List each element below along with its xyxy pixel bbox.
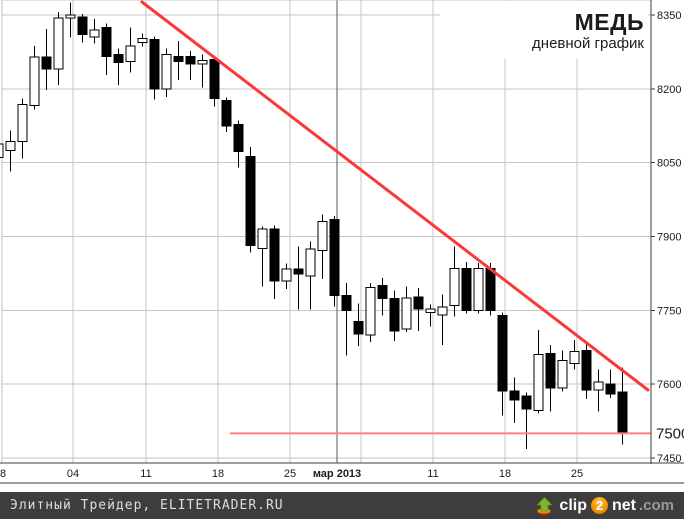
candle-down [353, 321, 364, 335]
upload-arrow-icon [536, 496, 554, 515]
y-axis-label: 8350 [657, 10, 681, 22]
candle-up [197, 59, 208, 65]
candle-up [425, 308, 436, 313]
candle-down [233, 123, 244, 152]
candle-up [0, 143, 4, 159]
candle-up [89, 29, 100, 38]
x-axis-label: 04 [67, 468, 79, 480]
x-axis-label: мар 2013 [313, 468, 361, 480]
candle-down [509, 390, 520, 401]
candle-down [293, 268, 304, 275]
candle-down [245, 155, 256, 246]
candle-up [533, 354, 544, 412]
candle-up [593, 381, 604, 391]
candle-up [569, 351, 580, 364]
candle-down [101, 26, 112, 57]
credit-text: Элитный Трейдер, ELITETRADER.RU [10, 498, 284, 513]
chart-subtitle: дневной график [532, 35, 644, 52]
candle-down [329, 218, 340, 297]
candle-down [461, 267, 472, 311]
candle-up [317, 221, 328, 251]
candle-up [473, 267, 484, 311]
candle-down [521, 395, 532, 410]
candle-down [545, 353, 556, 389]
x-axis-label: 25 [571, 468, 583, 480]
candle-up [257, 228, 268, 249]
chart-title-block: МЕДЬ дневной график [440, 1, 648, 59]
candle-up [137, 38, 148, 44]
candle-down [185, 55, 196, 65]
y-axis-label: 8050 [657, 158, 681, 170]
candle-down [605, 383, 616, 395]
x-axis-label: 11 [427, 468, 438, 480]
x-axis-label: 18 [499, 468, 511, 480]
candle-down [77, 16, 88, 36]
candle-down [173, 55, 184, 62]
candle-up [305, 248, 316, 277]
candle-up [449, 267, 460, 306]
x-axis-label: 18 [212, 468, 224, 480]
x-axis-label: 8 [0, 468, 6, 480]
candle-down [497, 314, 508, 392]
candle-down [113, 53, 124, 63]
logo-text-clip: clip [559, 497, 587, 514]
candle-down [617, 391, 628, 433]
candle-up [365, 287, 376, 336]
y-axis-label: 7750 [657, 305, 681, 317]
x-axis-label: 11 [140, 468, 151, 480]
candle-up [281, 268, 292, 282]
candle-up [557, 360, 568, 389]
logo-text-net: net [611, 497, 636, 514]
support-level-label: 7500 [656, 425, 684, 442]
candle-up [29, 56, 40, 107]
candle-down [389, 298, 400, 332]
candle-up [5, 141, 16, 151]
y-axis-label: 7900 [657, 232, 681, 244]
candle-down [485, 267, 496, 311]
candle-up [401, 297, 412, 330]
footer-bar: Элитный Трейдер, ELITETRADER.RU clip 2 n… [0, 492, 684, 519]
y-axis-label: 7600 [657, 379, 681, 391]
candlestick-canvas: 8350 8200 8050 7900 7750 7600 7450 7500 8 04 11 18 2… [0, 0, 684, 484]
logo-badge-2: 2 [590, 497, 608, 514]
y-axis-label: 8200 [657, 84, 681, 96]
y-axis-label: 7450 [657, 453, 681, 465]
candle-down [341, 295, 352, 311]
logo-text-dotcom: .com [638, 497, 674, 514]
candle-down [221, 100, 232, 127]
candle-up [437, 306, 448, 316]
candle-down [413, 296, 424, 310]
candle-up [161, 53, 172, 90]
candle-down [209, 58, 220, 100]
candle-down [41, 56, 52, 70]
candle-down [149, 39, 160, 90]
candle-down [377, 285, 388, 300]
candle-up [17, 104, 28, 143]
page-title: МЕДЬ [574, 9, 644, 35]
clip2net-logo[interactable]: clip 2 net .com [535, 496, 674, 515]
candle-down [581, 350, 592, 391]
candle-up [65, 14, 76, 19]
candle-up [125, 45, 136, 62]
x-axis-label: 25 [284, 468, 296, 480]
candle-down [269, 228, 280, 282]
trend-line [140, 0, 650, 392]
candle-up [53, 17, 64, 70]
